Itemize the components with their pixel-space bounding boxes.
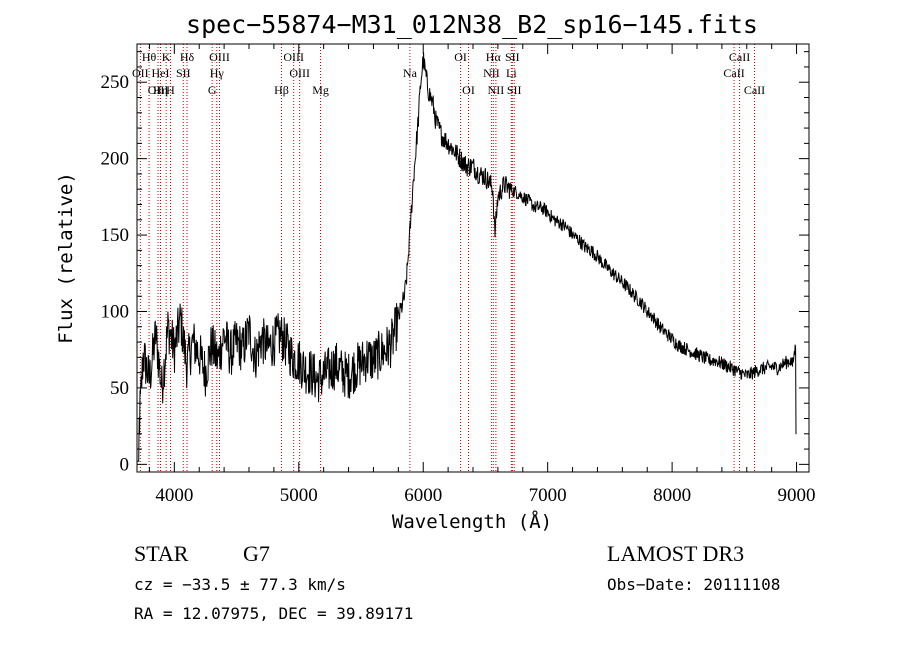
chart-title: spec−55874−M31_012N38_B2_sp16−145.fits: [186, 10, 758, 39]
emission-line-label: HeI: [152, 66, 170, 80]
y-axis-ticks: 0 50 100 150 200 250: [101, 51, 809, 475]
emission-line-label: OI: [462, 83, 475, 97]
survey-name: LAMOST DR3: [607, 541, 744, 566]
emission-line-label: Hα: [486, 50, 502, 64]
y-tick-label: 150: [101, 225, 130, 246]
plot-area: [137, 52, 797, 462]
x-tick-label: 8000: [653, 485, 691, 506]
emission-line-label: CaII: [744, 83, 765, 97]
y-tick-label: 250: [101, 72, 130, 93]
x-tick-label: 5000: [280, 485, 318, 506]
x-tick-label: 9000: [778, 485, 816, 506]
emission-line-label: SII: [505, 50, 520, 64]
emission-line-label: OIII: [209, 50, 230, 64]
plot-frame: [136, 43, 810, 473]
emission-line-label: Mg: [312, 83, 329, 97]
y-tick-label: 50: [110, 378, 129, 399]
emission-line-label: OI: [454, 50, 467, 64]
emission-line-label: OIII: [148, 83, 169, 97]
x-tick-label: 6000: [404, 485, 442, 506]
emission-line-label: CaII: [723, 66, 744, 80]
emission-line-label: Hβ: [274, 83, 289, 97]
redshift-velocity: cz = −33.5 ± 77.3 km/s: [134, 575, 346, 594]
x-axis-label: Wavelength (Å): [392, 510, 552, 533]
emission-line-label: K: [162, 50, 171, 64]
observation-date: Obs−Date: 20111108: [607, 575, 780, 594]
emission-line-label: OIII: [289, 66, 310, 80]
x-tick-label: 4000: [155, 485, 193, 506]
emission-line-label: CaII: [729, 50, 750, 64]
emission-line-label: H: [166, 83, 175, 97]
sky-coordinates: RA = 12.07975, DEC = 39.89171: [134, 604, 413, 623]
object-subclass: G7: [243, 541, 270, 566]
emission-line-label: Na: [403, 66, 418, 80]
emission-line-label: SII: [507, 83, 522, 97]
emission-line-label: OII: [132, 66, 149, 80]
y-tick-label: 200: [101, 149, 130, 170]
emission-line-label: Li: [506, 66, 517, 80]
x-tick-label: 7000: [529, 485, 567, 506]
emission-line-label: Hθ: [142, 50, 157, 64]
emission-line-label: G: [208, 83, 217, 97]
y-tick-label: 100: [101, 302, 130, 323]
y-axis-label: Flux (relative): [55, 172, 77, 344]
emission-line-label: Hη: [153, 83, 168, 97]
emission-line-label: NII: [488, 83, 505, 97]
emission-line-label: SII: [176, 66, 191, 80]
emission-line-label: OIII: [283, 50, 304, 64]
spectrum-line: [137, 52, 797, 462]
object-class: STAR: [134, 541, 189, 566]
emission-line-label: Hδ: [180, 50, 195, 64]
y-tick-label: 0: [120, 454, 130, 475]
emission-line-markers: [139, 44, 755, 472]
emission-line-label: NII: [483, 66, 500, 80]
x-axis-ticks: 4000 5000 6000 7000 8000 9000: [148, 44, 816, 506]
emission-line-label: Hγ: [210, 66, 225, 80]
